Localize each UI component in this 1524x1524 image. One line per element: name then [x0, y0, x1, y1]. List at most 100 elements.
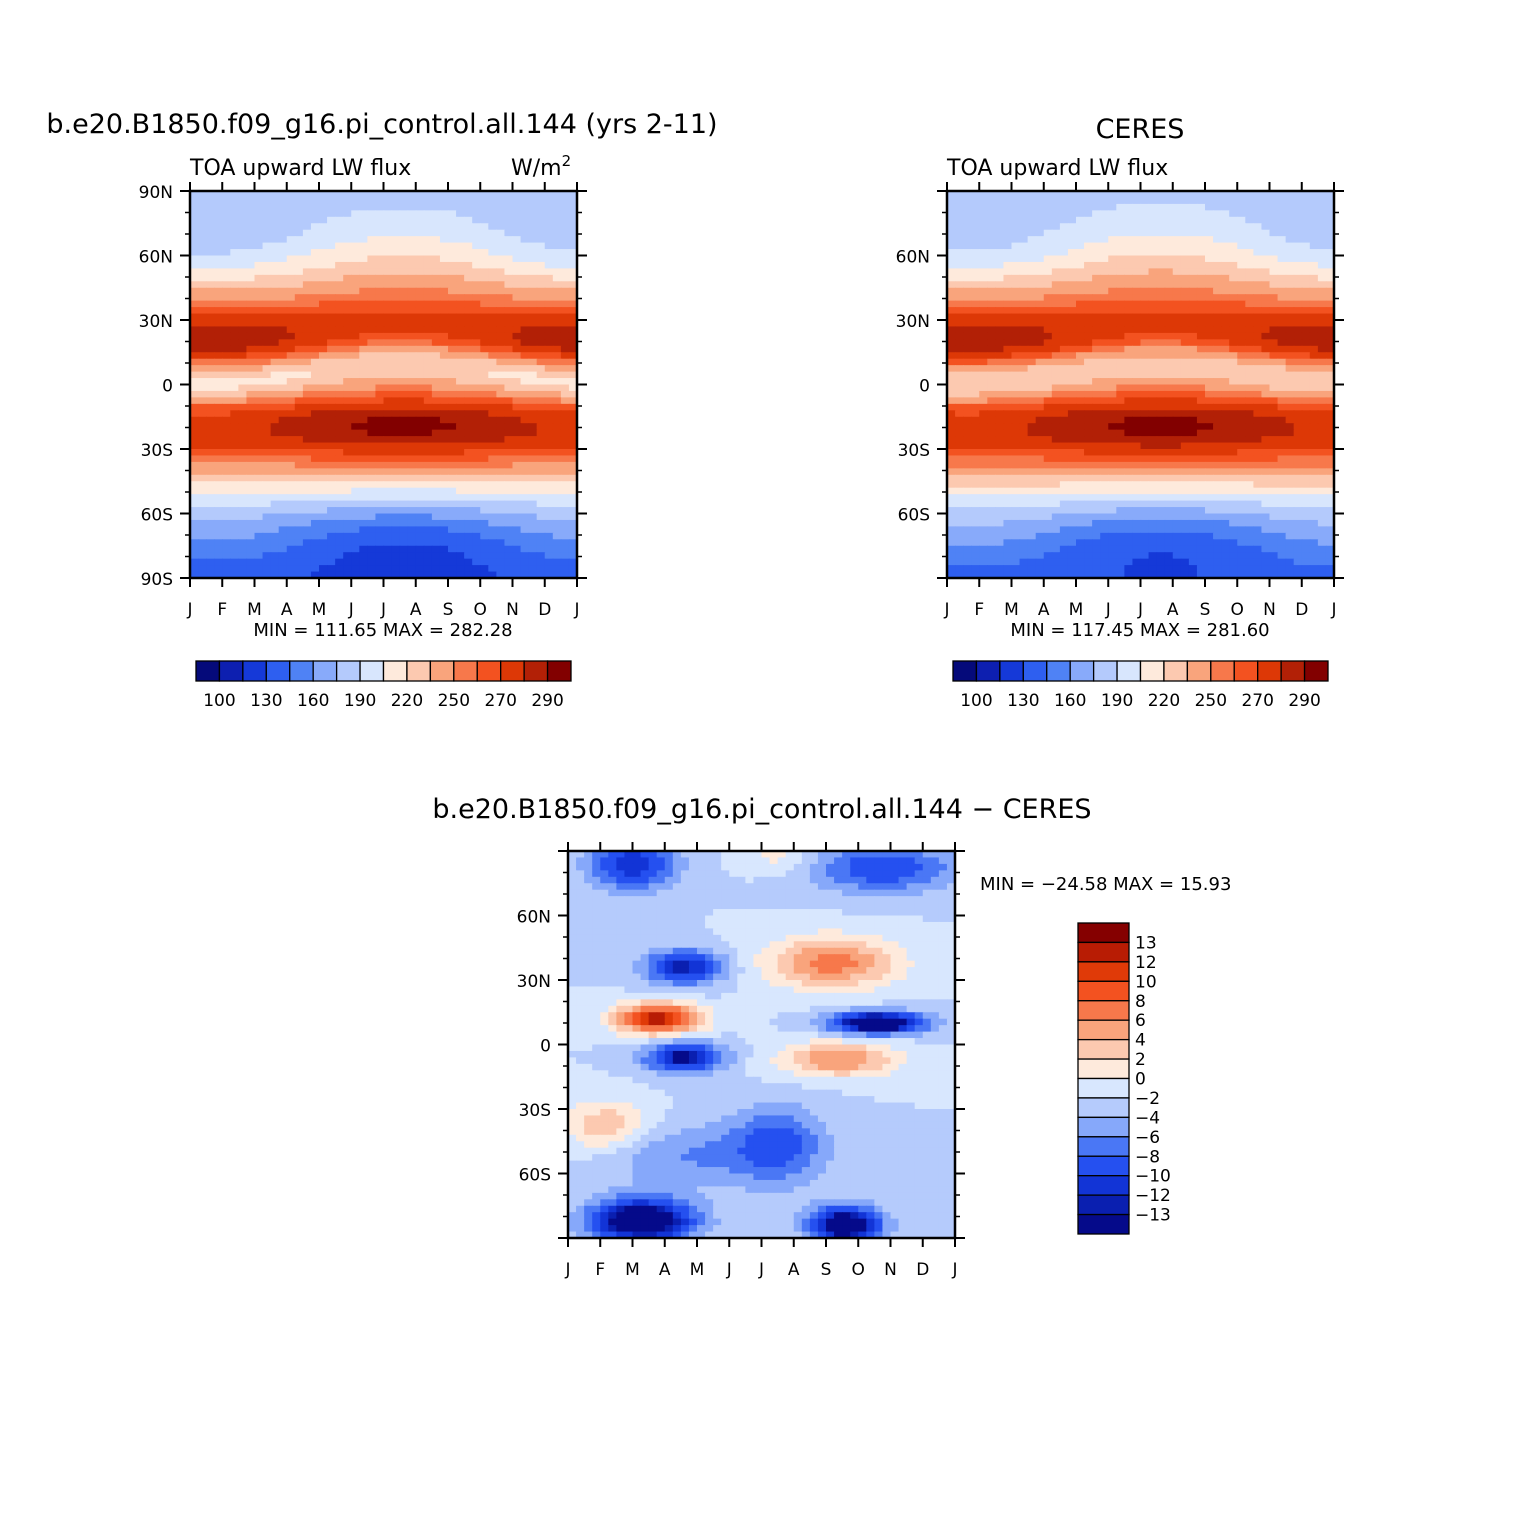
contour-cell	[206, 571, 215, 578]
contour-cell	[544, 552, 554, 560]
contour-cell	[512, 397, 522, 405]
contour-cell	[464, 429, 473, 437]
contour-cell	[375, 261, 385, 269]
contour-cell	[270, 481, 280, 489]
contour-cell	[1221, 191, 1230, 199]
contour-cell	[472, 223, 481, 231]
contour-cell	[1148, 345, 1158, 353]
contour-cell	[1035, 455, 1045, 463]
contour-cell	[1285, 332, 1295, 340]
x-tick-label: F	[217, 600, 227, 620]
contour-cell	[230, 249, 239, 257]
contour-cell	[391, 229, 401, 237]
contour-cell	[238, 494, 248, 502]
contour-cell	[230, 429, 239, 437]
contour-cell	[254, 191, 264, 199]
contour-cell	[1059, 229, 1069, 237]
contour-cell	[1277, 416, 1287, 424]
contour-cell	[246, 281, 256, 289]
contour-cell	[190, 332, 199, 340]
contour-cell	[1067, 281, 1077, 289]
contour-cell	[343, 545, 352, 553]
units-base: W/m	[511, 156, 562, 181]
contour-cell	[520, 378, 530, 386]
contour-cell	[286, 565, 296, 573]
contour-cell	[1059, 442, 1069, 450]
contour-cell	[1011, 352, 1021, 360]
contour-cell	[1011, 436, 1021, 444]
contour-cell	[448, 468, 457, 476]
contour-cell	[238, 507, 248, 515]
contour-cell	[319, 378, 328, 386]
contour-cell	[496, 268, 506, 276]
contour-cell	[1051, 242, 1061, 250]
contour-cell	[560, 416, 570, 424]
contour-cell	[335, 461, 344, 469]
contour-cell	[1253, 203, 1263, 211]
contour-cell	[1277, 320, 1287, 328]
contour-cell	[246, 474, 256, 482]
contour-cell	[448, 455, 457, 463]
contour-cell	[1277, 345, 1287, 353]
contour-cell	[1011, 326, 1021, 334]
contour-cell	[310, 449, 320, 457]
contour-cell	[294, 519, 304, 527]
contour-cell	[528, 449, 538, 457]
contour-cell	[1277, 255, 1287, 263]
contour-cell	[947, 274, 956, 282]
contour-cell	[1237, 274, 1246, 282]
contour-cell	[971, 287, 980, 295]
contour-cell	[278, 481, 288, 489]
contour-cell	[520, 507, 530, 515]
contour-cell	[464, 229, 473, 237]
contour-cell	[399, 494, 409, 502]
contour-cell	[1172, 390, 1182, 398]
contour-cell	[351, 449, 360, 457]
contour-cell	[238, 565, 248, 573]
contour-cell	[504, 403, 514, 411]
contour-cell	[198, 249, 207, 257]
contour-cell	[1180, 410, 1190, 418]
contour-cell	[246, 507, 256, 515]
contour-cell	[987, 358, 996, 366]
contour-cell	[198, 481, 207, 489]
contour-cell	[391, 261, 401, 269]
contour-cell	[238, 397, 248, 405]
contour-cell	[480, 236, 489, 244]
contour-cell	[286, 390, 296, 398]
contour-cell	[367, 532, 377, 540]
contour-cell	[1067, 294, 1077, 302]
contour-cell	[456, 403, 465, 411]
contour-cell	[512, 519, 522, 527]
contour-cell	[568, 436, 577, 444]
contour-cell	[335, 345, 344, 353]
contour-cell	[246, 332, 256, 340]
contour-cell	[472, 197, 481, 205]
contour-cell	[190, 397, 199, 405]
contour-cell	[1277, 410, 1287, 418]
contour-cell	[1237, 352, 1246, 360]
contour-cell	[230, 236, 239, 244]
contour-cell	[335, 442, 344, 450]
contour-cell	[206, 429, 215, 437]
contour-cell	[1237, 403, 1246, 411]
contour-cell	[343, 274, 352, 282]
contour-cell	[1156, 397, 1166, 405]
contour-cell	[407, 429, 417, 437]
contour-cell	[206, 300, 215, 308]
contour-cell	[1277, 358, 1287, 366]
x-tick-label: J	[186, 600, 192, 620]
contour-cell	[1059, 403, 1069, 411]
contour-cell	[963, 274, 972, 282]
contour-cell	[1051, 287, 1061, 295]
contour-cell	[206, 545, 215, 553]
contour-cell	[439, 384, 449, 392]
contour-cell	[278, 500, 288, 508]
contour-cell	[1164, 403, 1174, 411]
contour-cell	[1180, 255, 1190, 263]
contour-cell	[310, 300, 320, 308]
contour-cell	[987, 274, 996, 282]
contour-cell	[278, 345, 288, 353]
contour-cell	[947, 449, 956, 457]
contour-cell	[520, 565, 530, 573]
